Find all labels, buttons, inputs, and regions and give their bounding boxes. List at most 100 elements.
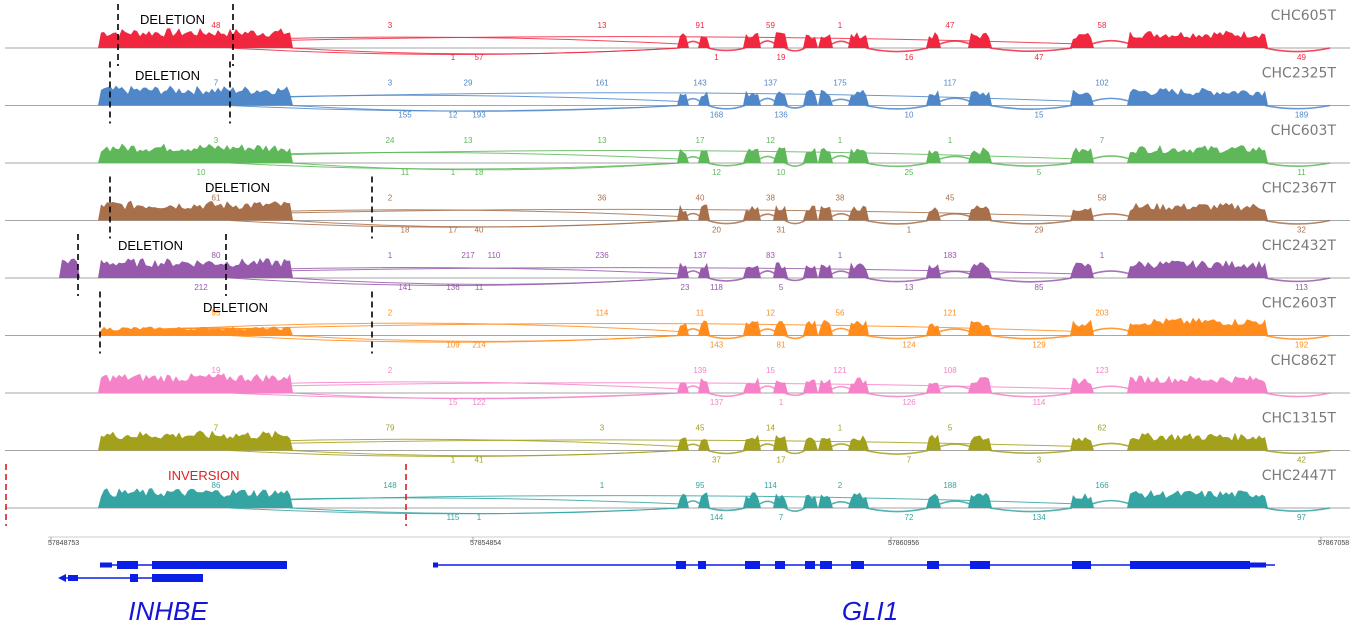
coverage-area <box>5 28 1270 48</box>
track-name: CHC603T <box>1271 123 1337 139</box>
junction-label: 144 <box>710 513 724 522</box>
junction-label: 18 <box>401 226 410 235</box>
junction-label: 166 <box>1095 481 1109 490</box>
junction-arc <box>149 495 1081 505</box>
junction-label: 2 <box>838 481 843 490</box>
junction-label: 136 <box>774 111 788 120</box>
coverage-area <box>5 488 1270 508</box>
junction-label: 19 <box>212 366 221 375</box>
junction-arc <box>129 209 681 217</box>
junction-arc <box>1091 155 1131 160</box>
junction-arc <box>989 162 1073 167</box>
junction-label: 11 <box>1297 168 1306 177</box>
junction-label: 49 <box>1297 53 1306 62</box>
junction-label: 12 <box>766 136 775 145</box>
junction-arc <box>1091 442 1131 448</box>
junction-label: 134 <box>1032 513 1046 522</box>
junction-label: 57 <box>475 53 484 62</box>
track-name: CHC2432T <box>1262 238 1337 254</box>
junction-label: 45 <box>946 194 955 203</box>
junction-label: 13 <box>598 21 607 30</box>
junction-label: 143 <box>710 341 724 350</box>
junction-arc <box>149 439 1081 447</box>
junction-arc <box>1091 213 1131 218</box>
tracks-group: 31485791159191164747584913CHC605TDELETIO… <box>5 4 1350 526</box>
junction-arc <box>1264 507 1331 512</box>
junction-label: 114 <box>764 481 777 490</box>
junction-label: 1 <box>477 513 482 522</box>
junction-arc <box>707 219 746 225</box>
junction-arc <box>865 334 929 340</box>
junction-label: 7 <box>779 513 784 522</box>
junction-label: 3 <box>600 424 605 433</box>
axis-tick-label: 57867058 <box>1318 540 1349 547</box>
gli1-exon <box>970 561 990 569</box>
junction-label: 12 <box>449 111 458 120</box>
junction-arc <box>119 96 291 103</box>
junction-arc <box>831 98 851 103</box>
junction-label: 109 <box>446 341 460 350</box>
coverage-area <box>5 373 1270 393</box>
junction-arc <box>759 500 776 505</box>
junction-arc <box>865 507 929 513</box>
junction-arc <box>707 277 746 282</box>
junction-label: 19 <box>777 53 786 62</box>
junction-label: 2 <box>388 366 393 375</box>
track-name: CHC2367T <box>1262 181 1337 197</box>
junction-arc <box>119 38 291 45</box>
junction-label: 14 <box>766 424 775 433</box>
junction-label: 10 <box>197 168 206 177</box>
junction-label: 3 <box>214 136 219 145</box>
junction-label: 58 <box>1098 21 1107 30</box>
inhbe-exon <box>130 574 138 582</box>
junction-arc <box>759 270 776 275</box>
track-chc862t: 2 15 19 122 139 137 15 1 121 126 108 114 123 CHC862T <box>5 353 1350 407</box>
junction-arc <box>939 97 971 103</box>
coverage-area <box>5 317 1270 336</box>
junction-arc <box>831 155 851 160</box>
junction-label: 175 <box>833 79 847 88</box>
track-chc2432t: 1136801113711883511318385111323614121721… <box>5 234 1350 296</box>
junction-label: 38 <box>836 194 845 203</box>
junction-arc <box>989 392 1073 398</box>
junction-arc <box>759 328 776 333</box>
junction-arc <box>784 507 806 512</box>
junction-label: 42 <box>1297 456 1306 465</box>
gene-label-gli1: GLI1 <box>842 596 898 626</box>
junction-arc <box>831 212 851 218</box>
junction-label: 36 <box>598 194 607 203</box>
track-name: CHC2603T <box>1262 296 1337 312</box>
track-chc2325t: 3 12 7 193 143 168 137 136 175 10 117 15 102 189 161 15… <box>5 61 1350 124</box>
junction-label: 121 <box>833 366 847 375</box>
junction-arc <box>989 277 1073 283</box>
junction-arc <box>759 443 776 448</box>
junction-label: 1 <box>451 53 456 62</box>
junction-label: 59 <box>766 21 775 30</box>
junction-arc <box>865 162 929 168</box>
junction-arc <box>1091 327 1131 333</box>
junction-label: 40 <box>475 226 484 235</box>
junction-arc <box>149 208 1081 217</box>
coverage-area <box>5 258 1270 278</box>
junction-arc <box>784 104 806 109</box>
junction-label: 32 <box>1297 226 1306 235</box>
junction-arc <box>939 212 971 218</box>
junction-arc <box>759 40 776 45</box>
junction-label: 16 <box>905 53 914 62</box>
junction-arc <box>707 507 746 512</box>
track-chc2603t: 2 109 95 214 11 143 12 81 56 124 121 129 203 192 114 CH… <box>5 291 1350 354</box>
junction-label: 15 <box>766 366 775 375</box>
coordinate-axis: 57848753 57854854 57860956 57867058 <box>48 536 1350 547</box>
junction-label: 13 <box>598 136 607 145</box>
junction-arc <box>119 153 291 160</box>
junction-arc <box>685 270 701 275</box>
junction-label: 192 <box>1295 341 1309 350</box>
junction-arc <box>784 449 806 455</box>
junction-arc <box>289 105 681 112</box>
junction-arc <box>1264 104 1331 110</box>
junction-label: 113 <box>1295 283 1308 292</box>
gli1-exon <box>927 561 939 569</box>
gli1-exon <box>805 561 815 569</box>
junction-arc <box>831 500 851 505</box>
